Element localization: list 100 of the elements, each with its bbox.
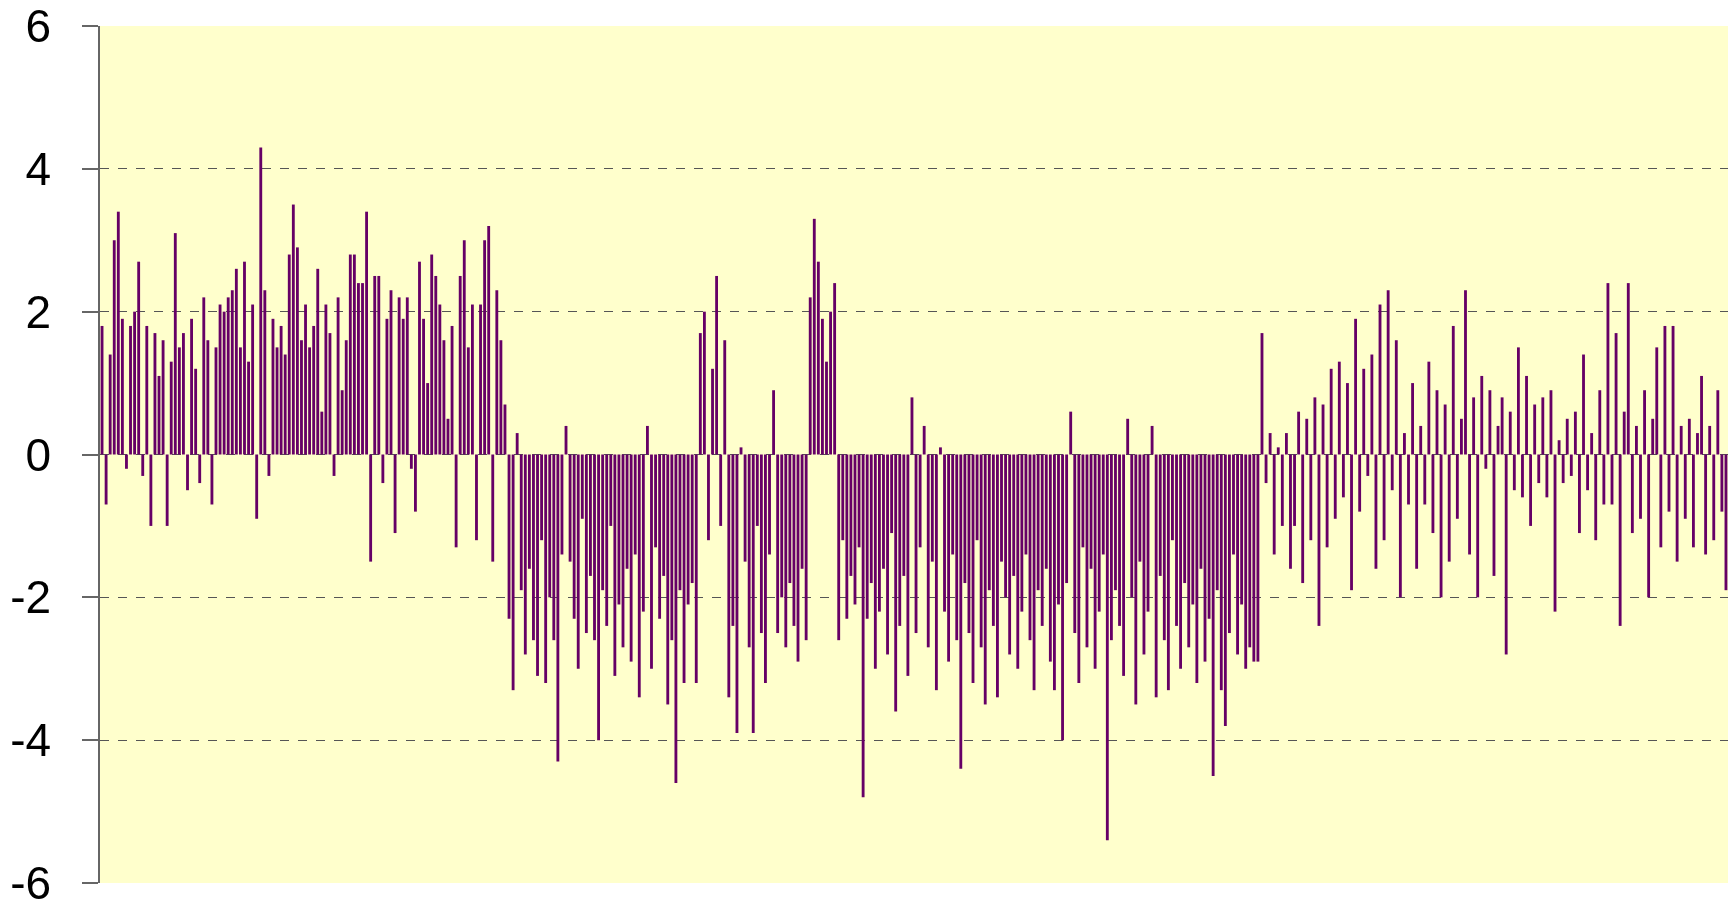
bar <box>1134 454 1138 705</box>
bar <box>1195 454 1199 684</box>
bar <box>1069 411 1073 455</box>
bar <box>1468 454 1471 555</box>
bar <box>352 254 356 455</box>
bar <box>1052 454 1056 691</box>
bar <box>1598 390 1602 455</box>
bar <box>1309 454 1313 541</box>
y-tick-label: 0 <box>25 428 52 481</box>
bar <box>454 454 458 548</box>
bar <box>116 211 120 455</box>
bar <box>373 275 377 455</box>
bar <box>918 454 922 548</box>
bar <box>597 454 600 741</box>
bar <box>833 283 837 455</box>
bar <box>1370 354 1374 455</box>
bar <box>906 454 910 676</box>
bar <box>776 454 780 634</box>
bar <box>1704 454 1708 555</box>
bar <box>947 454 951 662</box>
bar <box>1154 454 1158 698</box>
bar <box>165 454 169 526</box>
bar <box>1639 454 1642 519</box>
bar <box>1350 454 1353 591</box>
bar <box>1276 447 1280 455</box>
bar <box>1284 433 1288 455</box>
bar <box>613 454 617 676</box>
bar <box>1150 425 1154 455</box>
bar <box>1236 454 1239 655</box>
bar <box>279 325 283 455</box>
bar <box>1268 433 1272 455</box>
bar <box>1480 375 1484 455</box>
bar <box>418 261 421 455</box>
bar <box>1504 454 1508 655</box>
bar <box>605 454 609 626</box>
bar <box>702 311 706 455</box>
bar <box>939 447 942 455</box>
bar <box>1411 383 1414 455</box>
bar <box>556 454 560 762</box>
bar <box>1586 454 1590 491</box>
bar <box>1223 454 1227 726</box>
bar <box>686 454 690 605</box>
bar <box>1016 454 1020 669</box>
bar <box>462 240 466 455</box>
y-tick-label: 4 <box>25 142 52 195</box>
bar <box>1329 368 1333 455</box>
bar <box>1122 454 1126 676</box>
bar <box>1512 454 1516 491</box>
bar <box>1716 390 1720 455</box>
bar <box>1386 290 1390 455</box>
bar <box>934 454 938 691</box>
bar <box>1525 375 1528 455</box>
bar <box>812 218 816 455</box>
bar <box>234 268 238 455</box>
bar <box>1105 454 1109 841</box>
bar <box>1508 411 1512 455</box>
bar <box>1541 397 1545 455</box>
bar <box>1443 404 1447 455</box>
bar <box>1691 454 1695 548</box>
bar <box>1533 404 1537 455</box>
bar <box>576 454 580 669</box>
bar <box>1244 454 1248 669</box>
bar <box>316 268 320 455</box>
bar <box>243 261 246 455</box>
bar <box>186 454 189 491</box>
bar <box>1403 433 1406 455</box>
bar <box>251 304 255 455</box>
bar <box>715 275 719 455</box>
bar <box>674 454 678 784</box>
bar <box>873 454 877 669</box>
bar <box>1687 418 1691 455</box>
bar <box>645 425 649 455</box>
bar <box>1313 397 1317 455</box>
bar <box>487 225 491 455</box>
bar <box>1516 347 1520 455</box>
bar <box>1565 418 1569 455</box>
bar <box>1366 454 1370 476</box>
bar <box>1362 368 1366 455</box>
bar <box>291 204 295 455</box>
bar <box>198 454 202 484</box>
bar <box>1382 454 1386 541</box>
bar <box>1289 454 1292 569</box>
bar <box>707 454 710 541</box>
bar <box>1630 454 1634 534</box>
bar <box>694 454 698 684</box>
bar <box>1451 325 1455 455</box>
bar <box>837 454 841 641</box>
bar <box>1500 397 1504 455</box>
bar <box>1590 433 1594 455</box>
bar <box>1582 354 1585 455</box>
bar <box>1700 375 1703 455</box>
bar <box>414 454 417 512</box>
bar <box>1569 454 1573 476</box>
bar <box>149 454 153 526</box>
bar <box>1272 454 1276 555</box>
bar <box>861 454 865 798</box>
bar <box>1488 390 1492 455</box>
bar <box>1166 454 1170 691</box>
bar <box>145 325 149 455</box>
bar <box>1594 454 1598 541</box>
